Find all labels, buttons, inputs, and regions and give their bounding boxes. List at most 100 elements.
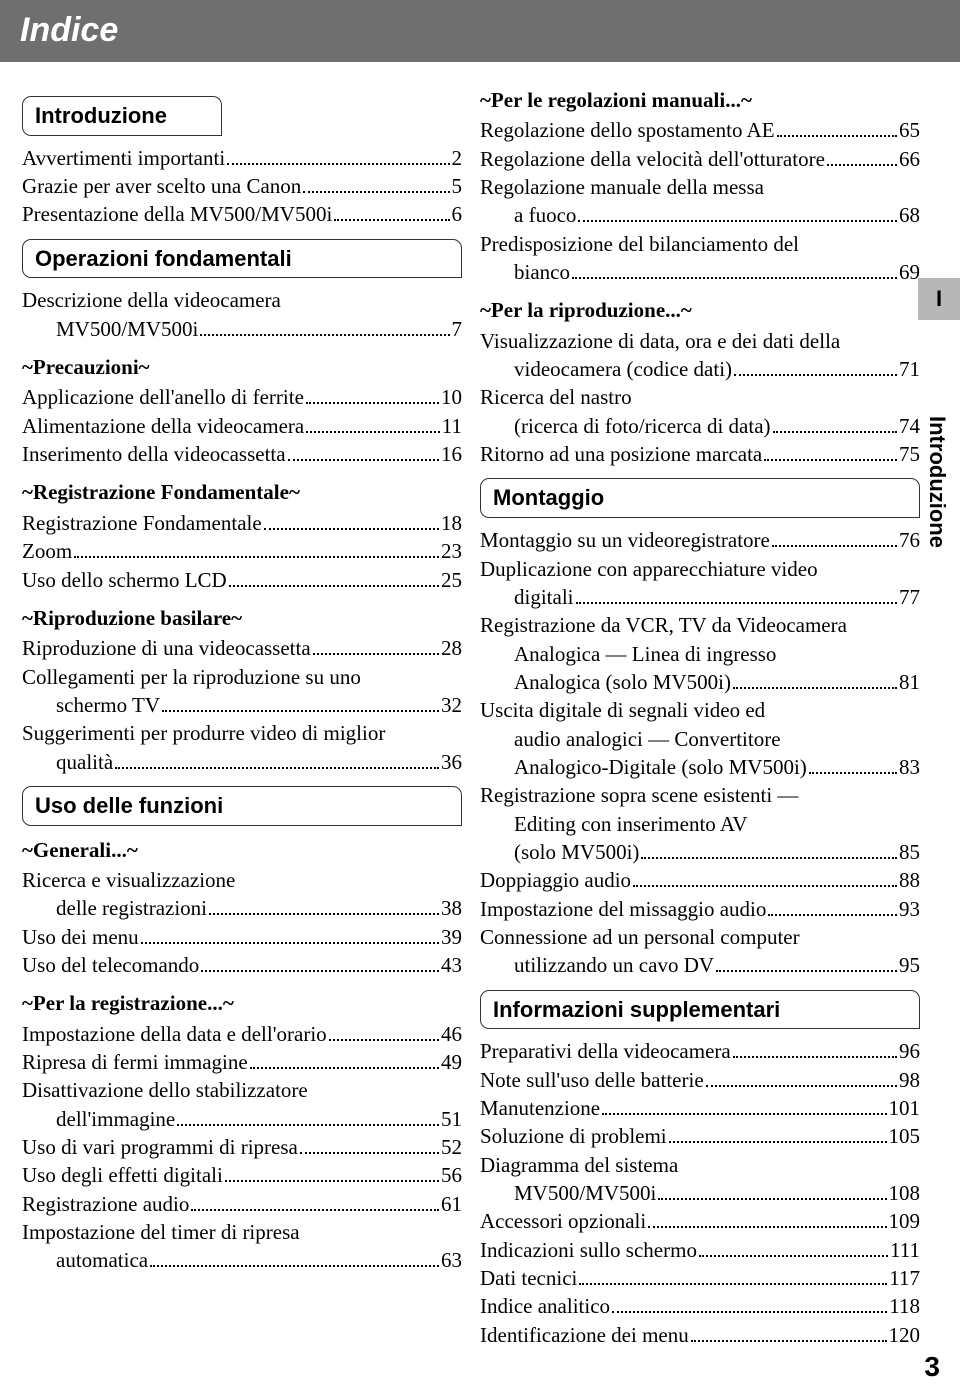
toc-entry: Uso dello schermo LCD25	[22, 566, 462, 594]
toc-dots	[191, 1209, 439, 1211]
toc-label: Indice analitico	[480, 1292, 610, 1320]
toc-dots	[691, 1340, 887, 1342]
toc-label: Riproduzione di una videocassetta	[22, 634, 311, 662]
side-tab: I	[918, 278, 960, 320]
toc-entry: Presentazione della MV500/MV500i6	[22, 200, 462, 228]
toc-entry: Applicazione dell'anello di ferrite 10	[22, 383, 462, 411]
toc-dots	[633, 885, 897, 887]
toc-label: Montaggio su un videoregistratore	[480, 526, 770, 554]
toc-dots	[227, 163, 449, 165]
toc-label: Impostazione del missaggio audio	[480, 895, 766, 923]
toc-page: 46	[441, 1020, 462, 1048]
toc-label: Preparativi della videocamera	[480, 1037, 731, 1065]
toc-label: videocamera (codice dati)	[514, 355, 732, 383]
toc-page: 108	[889, 1179, 921, 1207]
toc-label: Impostazione della data e dell'orario	[22, 1020, 327, 1048]
toc-label: Avvertimenti importanti	[22, 144, 225, 172]
toc-page: 71	[899, 355, 920, 383]
section-info: Informazioni supplementari	[480, 990, 920, 1030]
toc-page: 93	[899, 895, 920, 923]
toc-page: 7	[452, 315, 463, 343]
toc-label: Applicazione dell'anello di ferrite	[22, 383, 304, 411]
toc-entry: Avvertimenti importanti2	[22, 144, 462, 172]
toc-page: 51	[441, 1105, 462, 1133]
toc-entry: Grazie per aver scelto una Canon5	[22, 172, 462, 200]
toc-dots	[177, 1124, 439, 1126]
toc-entry: Connessione ad un personal computer	[480, 923, 920, 951]
toc-dots	[768, 914, 897, 916]
toc-label: Alimentazione della videocamera	[22, 412, 304, 440]
toc-label: Identificazione dei menu	[480, 1321, 689, 1349]
toc-dots	[772, 545, 897, 547]
toc-label: digitali	[514, 583, 574, 611]
toc-label: Zoom	[22, 537, 72, 565]
toc-label: Ritorno ad una posizione marcata	[480, 440, 762, 468]
toc-label: Uso dello schermo LCD	[22, 566, 227, 594]
toc-label: schermo TV	[56, 691, 160, 719]
toc-entry: automatica63	[22, 1246, 462, 1274]
toc-label: a fuoco	[514, 201, 576, 229]
toc-page: 111	[890, 1236, 920, 1264]
toc-label: Uso dei menu	[22, 923, 139, 951]
toc-entry: Duplicazione con apparecchiature video	[480, 555, 920, 583]
toc-page: 10	[441, 383, 462, 411]
toc-page: 117	[889, 1264, 920, 1292]
toc-dots	[579, 1283, 887, 1285]
toc-entry: Editing con inserimento AV	[480, 810, 920, 838]
toc-label: Descrizione della videocamera	[22, 286, 281, 314]
toc-entry: qualità36	[22, 748, 462, 776]
toc-entry: Ritorno ad una posizione marcata 75	[480, 440, 920, 468]
toc-entry: Soluzione di problemi105	[480, 1122, 920, 1150]
toc-label: Analogica (solo MV500i)	[514, 668, 731, 696]
toc-group: Visualizzazione di data, ora e dei dati …	[480, 327, 920, 469]
toc-group: Montaggio su un videoregistratore 76 Dupli…	[480, 526, 920, 980]
toc-label: Diagramma del sistema	[480, 1151, 678, 1179]
toc-group: Regolazione dello spostamento AE65Regola…	[480, 116, 920, 286]
toc-page: 65	[899, 116, 920, 144]
toc-entry: Visualizzazione di data, ora e dei dati …	[480, 327, 920, 355]
toc-label: dell'immagine	[56, 1105, 175, 1133]
toc-label: qualità	[56, 748, 113, 776]
toc-dots	[602, 1113, 886, 1115]
toc-dots	[306, 431, 440, 433]
toc-dots	[658, 1198, 886, 1200]
toc-page: 32	[441, 691, 462, 719]
toc-page: 85	[899, 838, 920, 866]
toc-entry: Inserimento della videocassetta16	[22, 440, 462, 468]
toc-label: delle registrazioni	[56, 894, 207, 922]
toc-label: Ricerca del nastro	[480, 383, 632, 411]
toc-page: 76	[899, 526, 920, 554]
toc-label: Duplicazione con apparecchiature video	[480, 555, 818, 583]
sub-registrazione: ~Registrazione Fondamentale~	[22, 478, 462, 506]
toc-dots	[733, 687, 897, 689]
toc-dots	[578, 220, 897, 222]
toc-dots	[764, 459, 897, 461]
toc-dots	[209, 913, 439, 915]
toc-page: 6	[452, 200, 463, 228]
toc-dots	[300, 1152, 439, 1154]
toc-page: 101	[889, 1094, 921, 1122]
toc-entry: Dati tecnici117	[480, 1264, 920, 1292]
toc-label: Ripresa di fermi immagine	[22, 1048, 248, 1076]
sub-precauzioni: ~Precauzioni~	[22, 353, 462, 381]
toc-entry: Uso degli effetti digitali56	[22, 1161, 462, 1189]
toc-entry: utilizzando un cavo DV95	[480, 951, 920, 979]
toc-page: 118	[889, 1292, 920, 1320]
toc-label: Visualizzazione di data, ora e dei dati …	[480, 327, 840, 355]
toc-entry: Uso del telecomando43	[22, 951, 462, 979]
toc-label: (ricerca di foto/ricerca di data)	[514, 412, 771, 440]
toc-label: Doppiaggio audio	[480, 866, 631, 894]
toc-page: 109	[889, 1207, 921, 1235]
toc-page: 75	[899, 440, 920, 468]
toc-label: Uso del telecomando	[22, 951, 199, 979]
toc-label: Regolazione manuale della messa	[480, 173, 764, 201]
toc-entry: Analogica — Linea di ingresso	[480, 640, 920, 668]
toc-page: 38	[441, 894, 462, 922]
toc-page: 49	[441, 1048, 462, 1076]
toc-label: MV500/MV500i	[56, 315, 198, 343]
toc-page: 5	[452, 172, 463, 200]
toc-dots	[264, 528, 439, 530]
right-column: ~Per le regolazioni manuali...~ Regolazi…	[480, 86, 920, 1349]
toc-page: 69	[899, 258, 920, 286]
toc-label: Note sull'uso delle batterie	[480, 1066, 704, 1094]
